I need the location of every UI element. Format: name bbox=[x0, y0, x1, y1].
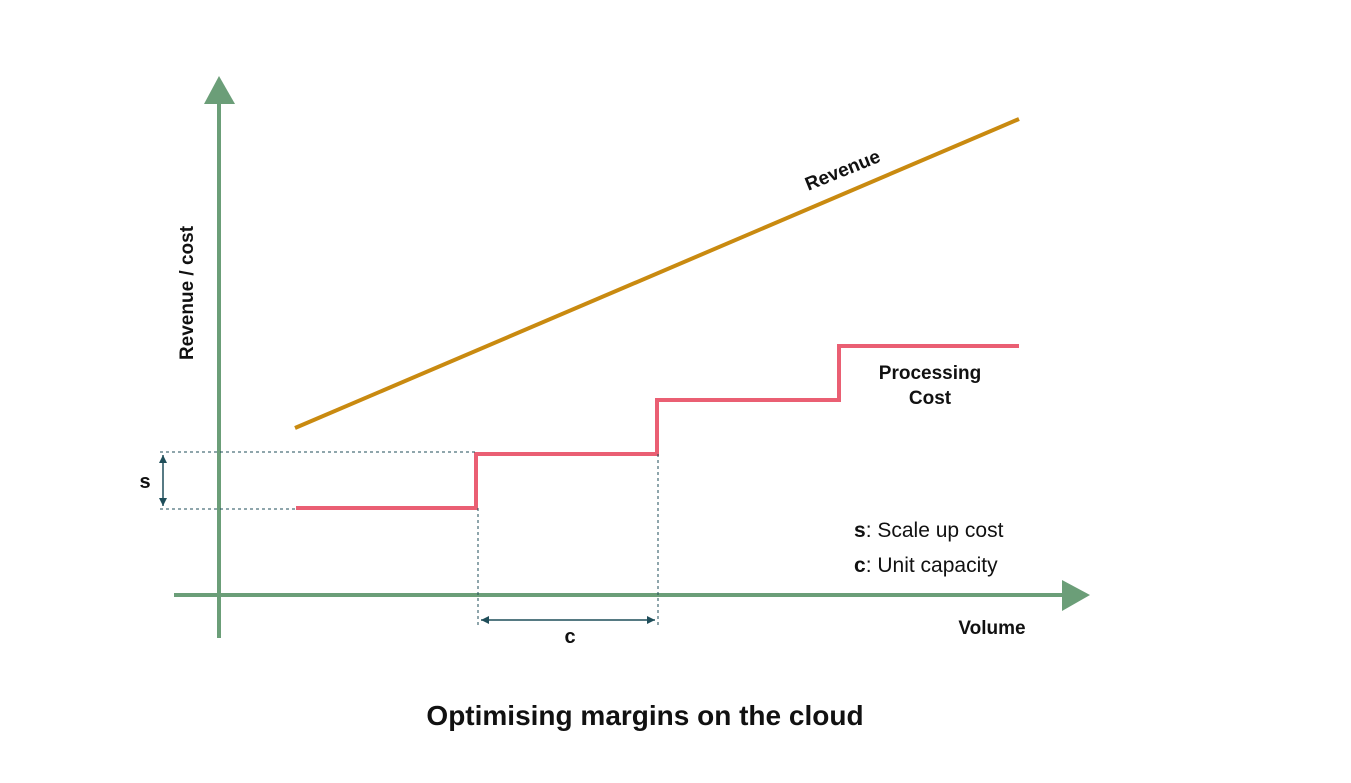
legend-s-key: s bbox=[854, 519, 866, 542]
guide-lines bbox=[160, 451, 659, 625]
y-axis-label: Revenue / cost bbox=[177, 225, 198, 360]
legend-item-scale-up: s: Scale up cost bbox=[854, 519, 1004, 542]
c-dimension-label: c bbox=[564, 626, 575, 648]
legend-c-key: c bbox=[854, 554, 866, 577]
legend-item-unit-capacity: c: Unit capacity bbox=[854, 554, 998, 577]
x-axis bbox=[174, 580, 1090, 611]
legend-s-text: : Scale up cost bbox=[866, 519, 1004, 542]
y-axis bbox=[204, 76, 235, 638]
revenue-label: Revenue bbox=[802, 146, 883, 195]
legend-c-text: : Unit capacity bbox=[866, 554, 998, 577]
y-axis-arrowhead bbox=[204, 76, 235, 104]
legend: s: Scale up cost c: Unit capacity bbox=[854, 519, 1004, 577]
processing-cost-label-line2: Cost bbox=[909, 388, 952, 409]
x-axis-label: Volume bbox=[958, 618, 1025, 639]
processing-cost-label-line1: Processing bbox=[879, 363, 981, 384]
revenue-line bbox=[294, 117, 1020, 430]
x-axis-arrowhead bbox=[1062, 580, 1090, 611]
processing-cost-line bbox=[296, 344, 1019, 510]
s-dimension-label: s bbox=[139, 471, 150, 493]
diagram-title: Optimising margins on the cloud bbox=[426, 700, 864, 731]
